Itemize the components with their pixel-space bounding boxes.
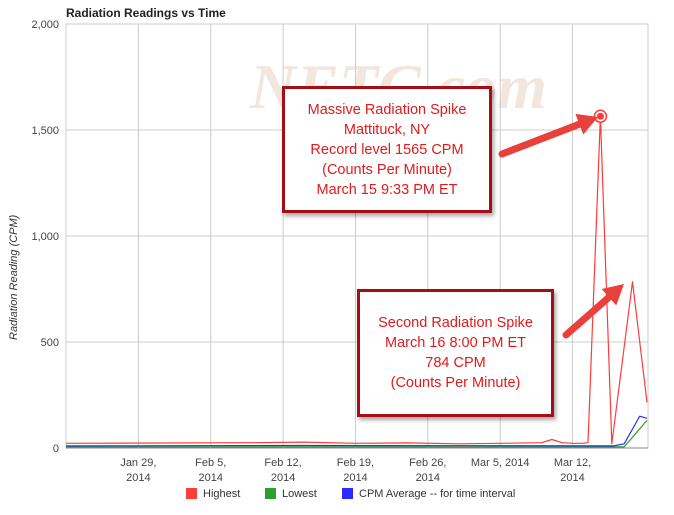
callout-2-line: March 16 8:00 PM ET [384,335,527,351]
peak-marker [596,112,604,120]
series-line-lowest [66,420,648,448]
x-tick-label: Feb 5, [195,457,226,469]
x-tick-label: Feb 19, [337,457,374,469]
series-line-cpm [65,415,648,447]
arrow-spike-1 [498,113,598,158]
legend-swatch [265,488,276,499]
x-tick-label: 2014 [126,472,150,484]
chart-title: Radiation Readings vs Time [66,6,226,20]
callout-1-line: Record level 1565 CPM [310,141,464,158]
legend-label: Lowest [282,488,317,500]
y-tick-label: 1,000 [31,231,59,243]
legend-label: CPM Average -- for time interval [359,488,515,500]
callout-1-line: (Counts Per Minute) [322,161,452,178]
callout-arrows [498,113,624,339]
legend-swatch [342,488,353,499]
y-axis-ticks: 0 500 1,000 1,500 2,000 [31,19,59,455]
spike-callout-2: Second Radiation Spike March 16 8:00 PM … [357,289,554,417]
legend: Highest Lowest CPM Average -- for time int… [186,488,515,500]
series-lines [65,109,648,448]
y-tick-label: 1,500 [31,125,59,137]
x-tick-label: 2014 [416,472,440,484]
y-axis-label: Radiation Reading (CPM) [8,214,20,340]
arrow-spike-2 [562,284,624,339]
x-tick-label: 2014 [343,472,367,484]
x-tick-label: Mar 12, [554,457,591,469]
callout-2-line: (Counts Per Minute) [390,375,521,391]
arrow-head [575,113,598,135]
x-tick-label: 2014 [560,472,584,484]
callout-1-line: Massive Radiation Spike [307,101,467,118]
x-tick-label: 2014 [271,472,295,484]
arrow-head [601,284,624,306]
y-tick-label: 2,000 [31,19,59,31]
legend-label: Highest [203,488,240,500]
x-tick-label: 2014 [198,472,222,484]
x-tick-label: Jan 29, [120,457,156,469]
x-tick-label: Feb 26, [409,457,446,469]
arrow-shaft [498,120,583,158]
callout-1-line: March 15 9:33 PM ET [316,181,458,198]
legend-swatch [186,488,197,499]
callout-2-line: 784 CPM [425,355,486,371]
x-axis-ticks: Jan 29, 2014 Feb 5, 2014 Feb 12, 2014 Feb 19, 2… [120,457,591,484]
arrow-shaft [562,293,613,339]
y-tick-label: 0 [53,443,59,455]
spike-callout-1: Massive Radiation Spike Mattituck, NY Re… [282,86,492,213]
callout-2-line: Second Radiation Spike [378,315,533,331]
x-tick-label: Feb 12, [264,457,301,469]
x-tick-label: Mar 5, 2014 [471,457,530,469]
y-tick-label: 500 [41,337,59,349]
series-line-highest [65,115,648,445]
callout-1-line: Mattituck, NY [343,121,431,138]
